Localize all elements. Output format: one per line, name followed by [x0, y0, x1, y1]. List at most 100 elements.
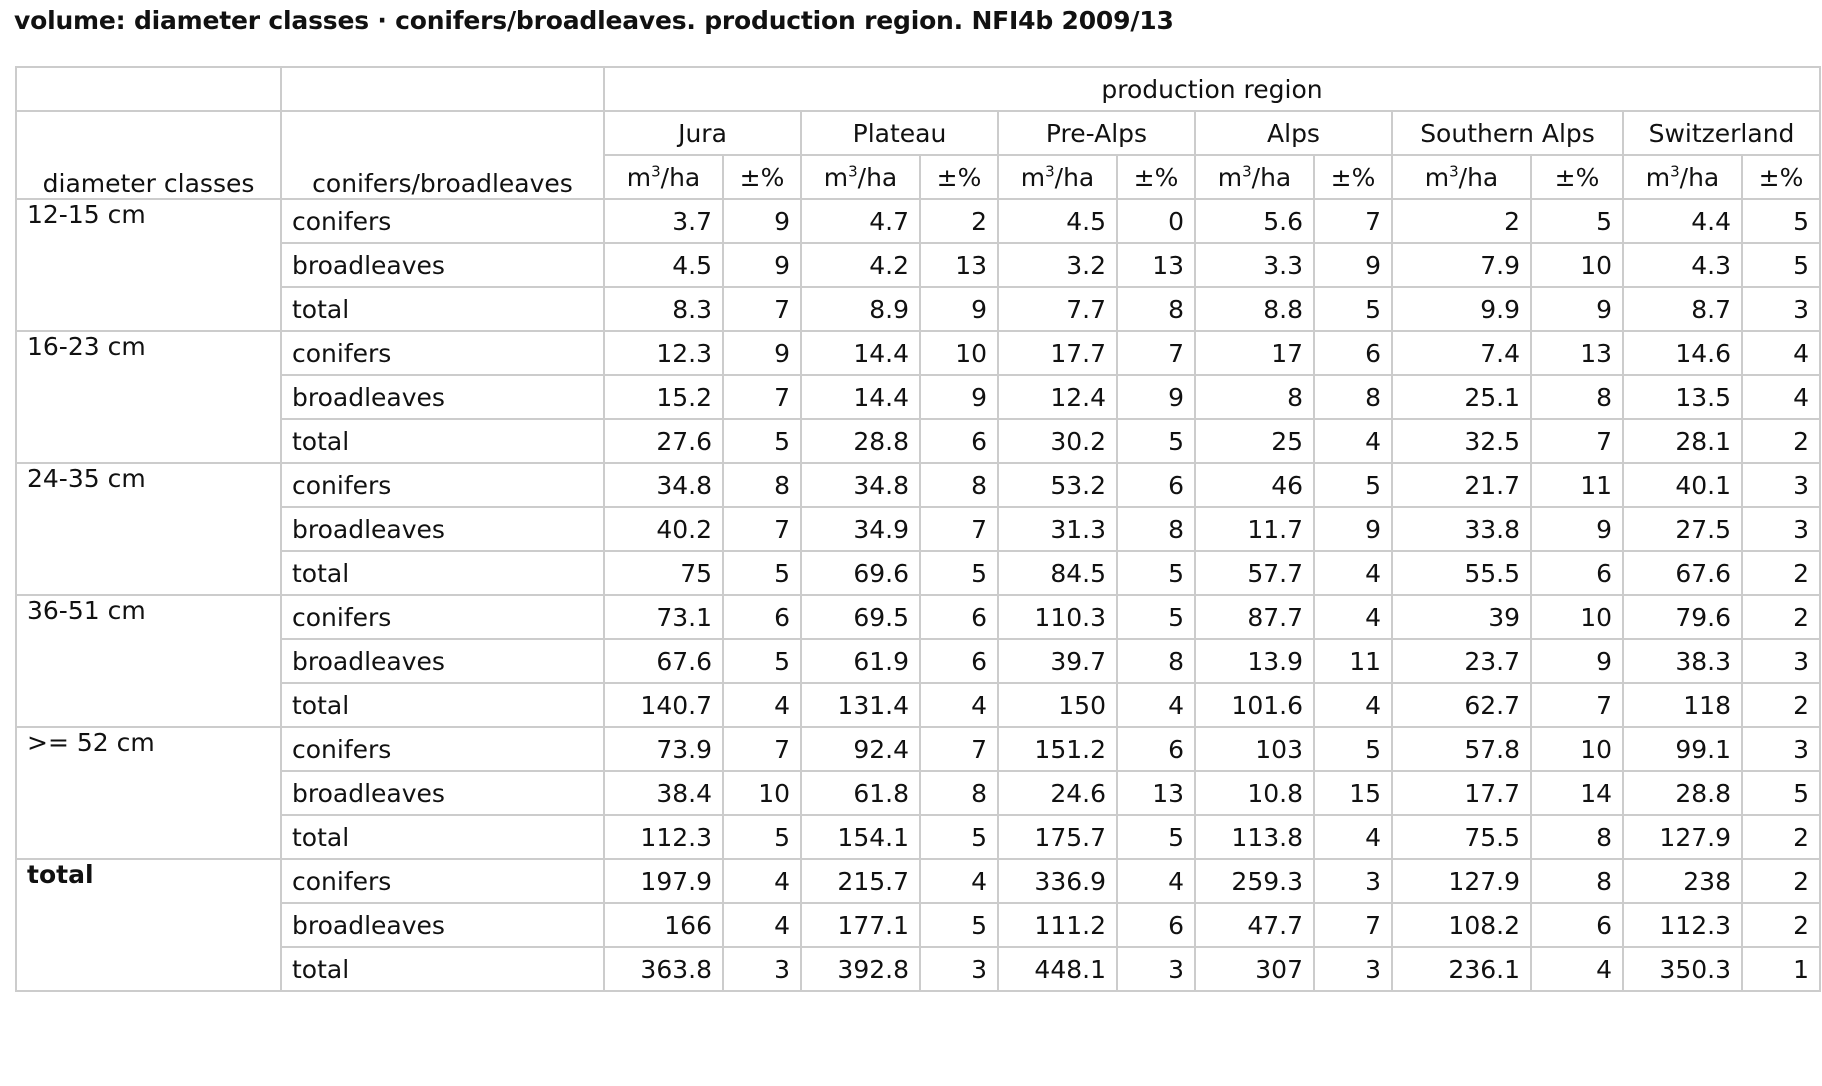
- volume-value-cell: 39: [1391, 594, 1532, 640]
- volume-value-cell: 11.7: [1194, 506, 1315, 552]
- volume-value-cell: 336.9: [997, 858, 1118, 904]
- unit-header-error: ±%: [1530, 154, 1624, 200]
- error-value-cell: 8: [1530, 814, 1624, 860]
- error-value-cell: 5: [722, 638, 802, 684]
- volume-value-cell: 47.7: [1194, 902, 1315, 948]
- volume-value-cell: 215.7: [800, 858, 921, 904]
- error-value-cell: 8: [1116, 286, 1196, 332]
- error-value-cell: 3: [1116, 946, 1196, 992]
- error-value-cell: 9: [1530, 506, 1624, 552]
- table-row: 36-51 cm conifers 73.1 6 69.5 6 110.3 5 87.7 4 39 1…: [15, 594, 1821, 728]
- volume-value-cell: 53.2: [997, 462, 1118, 508]
- volume-value-cell: 238: [1622, 858, 1743, 904]
- volume-value-cell: 69.6: [800, 550, 921, 596]
- error-value-cell: 2: [1741, 814, 1821, 860]
- unit-superscript: 3: [1449, 162, 1459, 181]
- volume-value-cell: 67.6: [603, 638, 724, 684]
- volume-value-cell: 87.7: [1194, 594, 1315, 640]
- error-value-cell: 6: [919, 418, 999, 464]
- volume-value-cell: 33.8: [1391, 506, 1532, 552]
- unit-text: /ha: [1251, 162, 1292, 192]
- error-value-cell: 7: [919, 726, 999, 772]
- volume-value-cell: 101.6: [1194, 682, 1315, 728]
- error-value-cell: 13: [1116, 242, 1196, 288]
- unit-text: /ha: [1679, 162, 1720, 192]
- error-value-cell: 5: [1741, 198, 1821, 244]
- error-value-cell: 9: [722, 242, 802, 288]
- error-value-cell: 6: [1313, 330, 1393, 376]
- volume-value-cell: 8.9: [800, 286, 921, 332]
- unit-header-error: ±%: [1741, 154, 1821, 200]
- table-row: >= 52 cm conifers 73.9 7 92.4 7 151.2 6 103 5 57.8…: [15, 726, 1821, 860]
- volume-value-cell: 39.7: [997, 638, 1118, 684]
- error-value-cell: 5: [1116, 550, 1196, 596]
- volume-value-cell: 13.9: [1194, 638, 1315, 684]
- table-row: broadleaves 15.2 7 14.4 9 12.4 9 8 8 25.1 8 13.5 4: [16, 374, 1821, 420]
- table-row: total 75 5 69.6 5 84.5 5 57.7 4 55.5 6 67.6 2: [16, 550, 1821, 596]
- error-value-cell: 13: [1530, 330, 1624, 376]
- unit-text: m: [1645, 162, 1671, 192]
- unit-header-volume: m3/ha: [1194, 154, 1315, 200]
- tree-type-cell: total: [280, 682, 605, 728]
- error-value-cell: 10: [1530, 242, 1624, 288]
- error-value-cell: 5: [1741, 242, 1821, 288]
- error-value-cell: 4: [1116, 682, 1196, 728]
- error-value-cell: 4: [1313, 814, 1393, 860]
- error-value-cell: 8: [1530, 858, 1624, 904]
- error-value-cell: 7: [1116, 330, 1196, 376]
- diameter-classes-header: diameter classes: [15, 110, 282, 200]
- error-value-cell: 5: [1313, 286, 1393, 332]
- header-row-regions: diameter classes conifers/broadleaves Ju…: [15, 110, 1821, 200]
- volume-value-cell: 5.6: [1194, 198, 1315, 244]
- error-value-cell: 4: [1313, 682, 1393, 728]
- error-value-cell: 5: [1116, 594, 1196, 640]
- volume-value-cell: 38.3: [1622, 638, 1743, 684]
- diameter-class-cell: 16-23 cm: [15, 330, 282, 464]
- error-value-cell: 5: [919, 902, 999, 948]
- volume-value-cell: 61.8: [800, 770, 921, 816]
- diameter-class-cell: 12-15 cm: [15, 198, 282, 332]
- error-value-cell: 1: [1741, 946, 1821, 992]
- error-value-cell: 9: [919, 374, 999, 420]
- volume-value-cell: 67.6: [1622, 550, 1743, 596]
- volume-value-cell: 103: [1194, 726, 1315, 772]
- volume-value-cell: 73.1: [603, 594, 724, 640]
- error-value-cell: 14: [1530, 770, 1624, 816]
- error-value-cell: 6: [1116, 462, 1196, 508]
- volume-value-cell: 34.8: [603, 462, 724, 508]
- volume-value-cell: 110.3: [997, 594, 1118, 640]
- volume-value-cell: 236.1: [1391, 946, 1532, 992]
- error-value-cell: 5: [1116, 814, 1196, 860]
- error-value-cell: 8: [722, 462, 802, 508]
- volume-value-cell: 118: [1622, 682, 1743, 728]
- error-value-cell: 4: [919, 682, 999, 728]
- volume-value-cell: 73.9: [603, 726, 724, 772]
- table-row: broadleaves 40.2 7 34.9 7 31.3 8 11.7 9 33.8 9 27.5…: [16, 506, 1821, 552]
- unit-text: /ha: [1054, 162, 1095, 192]
- error-value-cell: 5: [1116, 418, 1196, 464]
- error-value-cell: 4: [1313, 594, 1393, 640]
- header-row-group: production region: [15, 66, 1821, 112]
- volume-value-cell: 61.9: [800, 638, 921, 684]
- tree-type-cell: broadleaves: [280, 770, 605, 816]
- error-value-cell: 3: [1741, 726, 1821, 772]
- unit-header-error: ±%: [722, 154, 802, 200]
- error-value-cell: 5: [722, 418, 802, 464]
- error-value-cell: 5: [1313, 462, 1393, 508]
- volume-value-cell: 4.5: [997, 198, 1118, 244]
- error-value-cell: 9: [1313, 242, 1393, 288]
- error-value-cell: 3: [722, 946, 802, 992]
- volume-value-cell: 14.6: [1622, 330, 1743, 376]
- volume-value-cell: 166: [603, 902, 724, 948]
- tree-type-cell: conifers: [280, 462, 605, 508]
- error-value-cell: 6: [1116, 726, 1196, 772]
- error-value-cell: 6: [1530, 902, 1624, 948]
- tree-type-cell: broadleaves: [280, 374, 605, 420]
- volume-value-cell: 10.8: [1194, 770, 1315, 816]
- region-header-jura: Jura: [603, 110, 802, 156]
- tree-type-cell: broadleaves: [280, 638, 605, 684]
- error-value-cell: 3: [919, 946, 999, 992]
- error-value-cell: 4: [1741, 330, 1821, 376]
- error-value-cell: 4: [1116, 858, 1196, 904]
- error-value-cell: 3: [1741, 286, 1821, 332]
